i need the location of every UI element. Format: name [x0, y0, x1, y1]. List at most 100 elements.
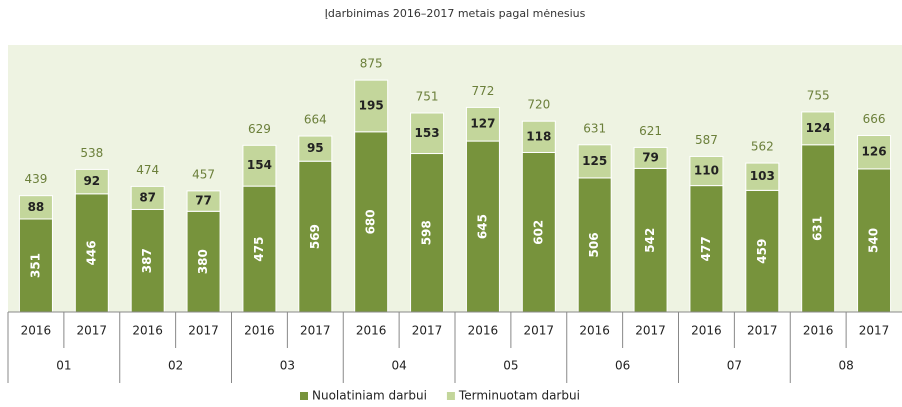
bar-segment [186, 190, 221, 212]
x-tick-label: 2017 [412, 324, 443, 338]
group-label: 01 [56, 359, 71, 373]
total-label: 875 [360, 57, 383, 71]
chart-title: Įdarbinimas 2016–2017 metais pagal mėnes… [325, 7, 586, 20]
x-tick-label: 2016 [244, 324, 275, 338]
bar-segment [18, 195, 53, 220]
value-label: 542 [643, 228, 657, 253]
bar-segment [186, 210, 221, 313]
x-tick-label: 2016 [356, 324, 387, 338]
bar-segment [465, 140, 500, 313]
total-label: 664 [304, 113, 327, 127]
value-label: 92 [83, 174, 100, 188]
group-label: 06 [615, 359, 630, 373]
value-label: 680 [364, 209, 378, 234]
total-label: 751 [416, 89, 439, 103]
legend-swatch [446, 392, 455, 400]
value-label: 506 [587, 232, 601, 257]
bar-segment [745, 162, 780, 191]
value-label: 477 [699, 236, 713, 261]
x-tick-label: 2017 [188, 324, 219, 338]
bar-segment [298, 135, 333, 162]
x-tick-label: 2016 [803, 324, 834, 338]
group-label: 03 [280, 359, 295, 373]
legend-swatch [300, 392, 308, 400]
bar-segment [130, 208, 165, 313]
value-label: 103 [750, 169, 775, 183]
bar-segment [857, 135, 892, 170]
x-tick-label: 2016 [691, 324, 722, 338]
value-label: 446 [84, 240, 98, 265]
bar-segment [410, 153, 445, 313]
value-label: 127 [470, 117, 495, 131]
value-label: 95 [307, 141, 324, 155]
bar-segment [577, 144, 612, 179]
bar-segment [242, 144, 277, 187]
total-label: 629 [248, 122, 271, 136]
group-label: 08 [838, 359, 853, 373]
bar-segment [354, 131, 389, 313]
total-label: 562 [751, 140, 774, 154]
x-tick-label: 2016 [21, 324, 52, 338]
group-label: 05 [503, 359, 518, 373]
value-label: 387 [140, 248, 154, 273]
bar-segment [242, 185, 277, 313]
bar-segment [801, 144, 836, 313]
bar-segment [633, 146, 668, 169]
value-label: 459 [755, 239, 769, 264]
value-label: 631 [811, 216, 825, 241]
value-label: 153 [415, 126, 440, 140]
total-label: 755 [807, 88, 830, 102]
value-label: 79 [642, 150, 659, 164]
value-label: 351 [28, 253, 42, 278]
value-label: 88 [28, 200, 45, 214]
value-label: 598 [420, 220, 434, 245]
bar-segment [130, 185, 165, 210]
value-label: 124 [806, 121, 831, 135]
total-label: 772 [471, 84, 494, 98]
value-label: 475 [252, 237, 266, 262]
value-label: 540 [867, 228, 881, 253]
value-label: 77 [195, 194, 212, 208]
total-label: 439 [24, 172, 47, 186]
total-label: 457 [192, 167, 215, 181]
bar-segment [465, 106, 500, 142]
value-label: 602 [531, 220, 545, 245]
group-label: 07 [727, 359, 742, 373]
x-tick-label: 2016 [579, 324, 610, 338]
x-tick-label: 2017 [747, 324, 778, 338]
value-label: 125 [582, 154, 607, 168]
bar-segment [18, 218, 53, 313]
value-label: 87 [139, 190, 156, 204]
bar-segment [521, 151, 556, 313]
total-label: 621 [639, 124, 662, 138]
bar-segment [689, 155, 724, 187]
value-label: 645 [475, 214, 489, 239]
total-label: 720 [527, 98, 550, 112]
bar-segment [410, 112, 445, 155]
group-label: 02 [168, 359, 183, 373]
bar-segment [521, 120, 556, 153]
x-tick-label: 2017 [77, 324, 108, 338]
x-tick-label: 2017 [859, 324, 890, 338]
x-tick-label: 2017 [524, 324, 555, 338]
value-label: 110 [694, 164, 719, 178]
value-label: 126 [862, 145, 887, 159]
bar-segment [74, 193, 109, 313]
value-label: 380 [196, 249, 210, 274]
legend-label: Terminuotam darbui [458, 389, 580, 403]
group-label: 04 [391, 359, 406, 373]
total-label: 538 [80, 146, 103, 160]
x-tick-label: 2016 [132, 324, 163, 338]
bar-segment [74, 168, 109, 195]
value-label: 195 [359, 98, 384, 112]
total-label: 631 [583, 121, 606, 135]
value-label: 154 [247, 158, 272, 172]
total-label: 474 [136, 163, 159, 177]
total-label: 666 [863, 112, 886, 126]
x-tick-label: 2016 [468, 324, 499, 338]
total-label: 587 [695, 133, 718, 147]
bar-segment [745, 189, 780, 313]
bar-segment [801, 111, 836, 146]
legend-label: Nuolatiniam darbui [312, 389, 427, 403]
